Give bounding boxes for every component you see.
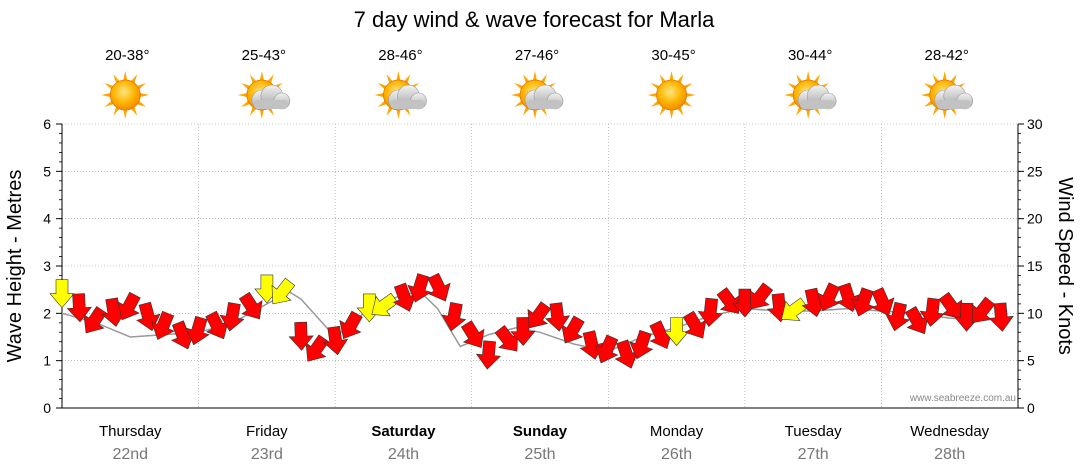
wind-arrow bbox=[49, 279, 75, 309]
wind-arrow bbox=[475, 340, 502, 370]
chart-title: 7 day wind & wave forecast for Marla bbox=[354, 7, 715, 32]
day-date-label: 24th bbox=[388, 446, 419, 463]
wind-arrow bbox=[460, 320, 485, 348]
wind-arrow bbox=[885, 301, 910, 332]
day-temperature: 30-44° bbox=[788, 47, 832, 64]
y-right-tick-label: 30 bbox=[1027, 116, 1043, 132]
day-labels: Thursday 22nd Friday 23rd Saturday 24th Sunday… bbox=[99, 423, 990, 463]
wind-arrow bbox=[682, 310, 707, 339]
day-headers: 20-38° 25-43° 28-46° 27-46° 30-45° 30-44° 28-4… bbox=[101, 47, 974, 119]
wind-arrow bbox=[339, 310, 363, 339]
wind-arrow bbox=[663, 317, 690, 346]
day-temperature: 30-45° bbox=[651, 47, 695, 64]
wind-arrow bbox=[117, 291, 141, 321]
y-axis-right-label: Wind Speed - Knots bbox=[1054, 177, 1076, 355]
y-axis-left-label: Wave Height - Metres bbox=[4, 170, 26, 363]
wind-arrow bbox=[614, 339, 639, 369]
y-right-tick-label: 10 bbox=[1027, 305, 1043, 321]
wind-arrow bbox=[817, 282, 841, 312]
wind-arrow bbox=[171, 320, 195, 350]
wind-arrow bbox=[271, 277, 296, 305]
wind-arrow bbox=[988, 302, 1014, 332]
partly-cloudy-icon bbox=[784, 71, 837, 119]
wind-arrow bbox=[219, 302, 245, 332]
day-name-label: Friday bbox=[246, 423, 288, 440]
partly-cloudy-icon bbox=[237, 71, 291, 119]
y-left-tick-label: 6 bbox=[43, 116, 51, 132]
day-date-label: 28th bbox=[934, 446, 965, 463]
y-left-tick-label: 3 bbox=[43, 258, 51, 274]
y-right-tick-label: 5 bbox=[1027, 353, 1035, 369]
wind-arrow bbox=[904, 306, 929, 335]
y-right-tick-label: 20 bbox=[1027, 211, 1043, 227]
day-name-label: Wednesday bbox=[910, 423, 989, 440]
partly-cloudy-icon bbox=[920, 71, 974, 119]
wind-arrow bbox=[697, 297, 723, 327]
day-temperature: 20-38° bbox=[105, 47, 149, 64]
wind-arrow bbox=[323, 325, 349, 356]
wind-arrow bbox=[801, 287, 827, 318]
day-temperature: 25-43° bbox=[242, 47, 286, 64]
wind-arrow bbox=[151, 310, 175, 340]
day-temperature: 27-46° bbox=[515, 47, 559, 64]
y-right-tick-label: 0 bbox=[1027, 400, 1035, 416]
wind-arrow bbox=[392, 282, 417, 312]
y-left-tick-label: 0 bbox=[43, 400, 51, 416]
wind-arrow bbox=[101, 297, 127, 327]
y-left-tick-label: 2 bbox=[43, 305, 51, 321]
day-name-label: Monday bbox=[650, 423, 704, 440]
wind-arrow bbox=[427, 272, 451, 302]
wind-arrow bbox=[544, 302, 571, 332]
day-temperature: 28-42° bbox=[925, 47, 969, 64]
wind-arrow bbox=[288, 321, 314, 351]
y-left-tick-label: 4 bbox=[43, 211, 51, 227]
wind-arrow bbox=[971, 296, 996, 324]
wind-arrow bbox=[494, 325, 519, 352]
wind-arrow bbox=[185, 315, 210, 346]
wind-arrow bbox=[919, 297, 945, 327]
wind-arrow bbox=[205, 310, 229, 340]
wind-arrow bbox=[781, 297, 809, 322]
day-date-label: 26th bbox=[661, 446, 692, 463]
y-axis-right-ticks: 0 5 10 15 20 25 30 bbox=[1018, 116, 1043, 416]
wind-arrow bbox=[871, 287, 895, 316]
day-name-label: Saturday bbox=[371, 423, 436, 440]
day-date-label: 27th bbox=[798, 446, 829, 463]
day-name-label: Sunday bbox=[513, 423, 568, 440]
day-temperature: 28-46° bbox=[378, 47, 422, 64]
partly-cloudy-icon bbox=[511, 71, 564, 119]
wind-arrow bbox=[629, 329, 654, 360]
y-axis-left-ticks: 0 1 2 3 4 5 6 bbox=[43, 116, 62, 416]
wind-arrow bbox=[527, 301, 552, 329]
y-left-tick-label: 1 bbox=[43, 353, 51, 369]
day-date-label: 25th bbox=[524, 446, 555, 463]
credit-text: www.seabreeze.com.au bbox=[909, 393, 1016, 404]
sunny-icon bbox=[647, 71, 696, 119]
wind-arrow bbox=[441, 301, 467, 332]
y-right-tick-label: 15 bbox=[1027, 258, 1043, 274]
partly-cloudy-icon bbox=[374, 71, 427, 119]
y-right-tick-label: 25 bbox=[1027, 163, 1043, 179]
wind-arrow bbox=[561, 315, 585, 344]
wind-arrow bbox=[649, 320, 673, 350]
day-date-label: 23rd bbox=[251, 446, 283, 463]
wind-arrow bbox=[371, 292, 399, 317]
day-name-label: Thursday bbox=[99, 423, 162, 440]
wind-arrow bbox=[238, 291, 263, 320]
day-date-label: 22nd bbox=[112, 446, 148, 463]
day-name-label: Tuesday bbox=[785, 423, 842, 440]
y-left-tick-label: 5 bbox=[43, 163, 51, 179]
sunny-icon bbox=[101, 71, 150, 119]
wind-arrow bbox=[749, 282, 774, 310]
wind-arrow bbox=[66, 293, 92, 323]
wind-arrows bbox=[49, 272, 1014, 370]
wind-arrow bbox=[595, 334, 619, 364]
grid-lines bbox=[62, 123, 1018, 408]
